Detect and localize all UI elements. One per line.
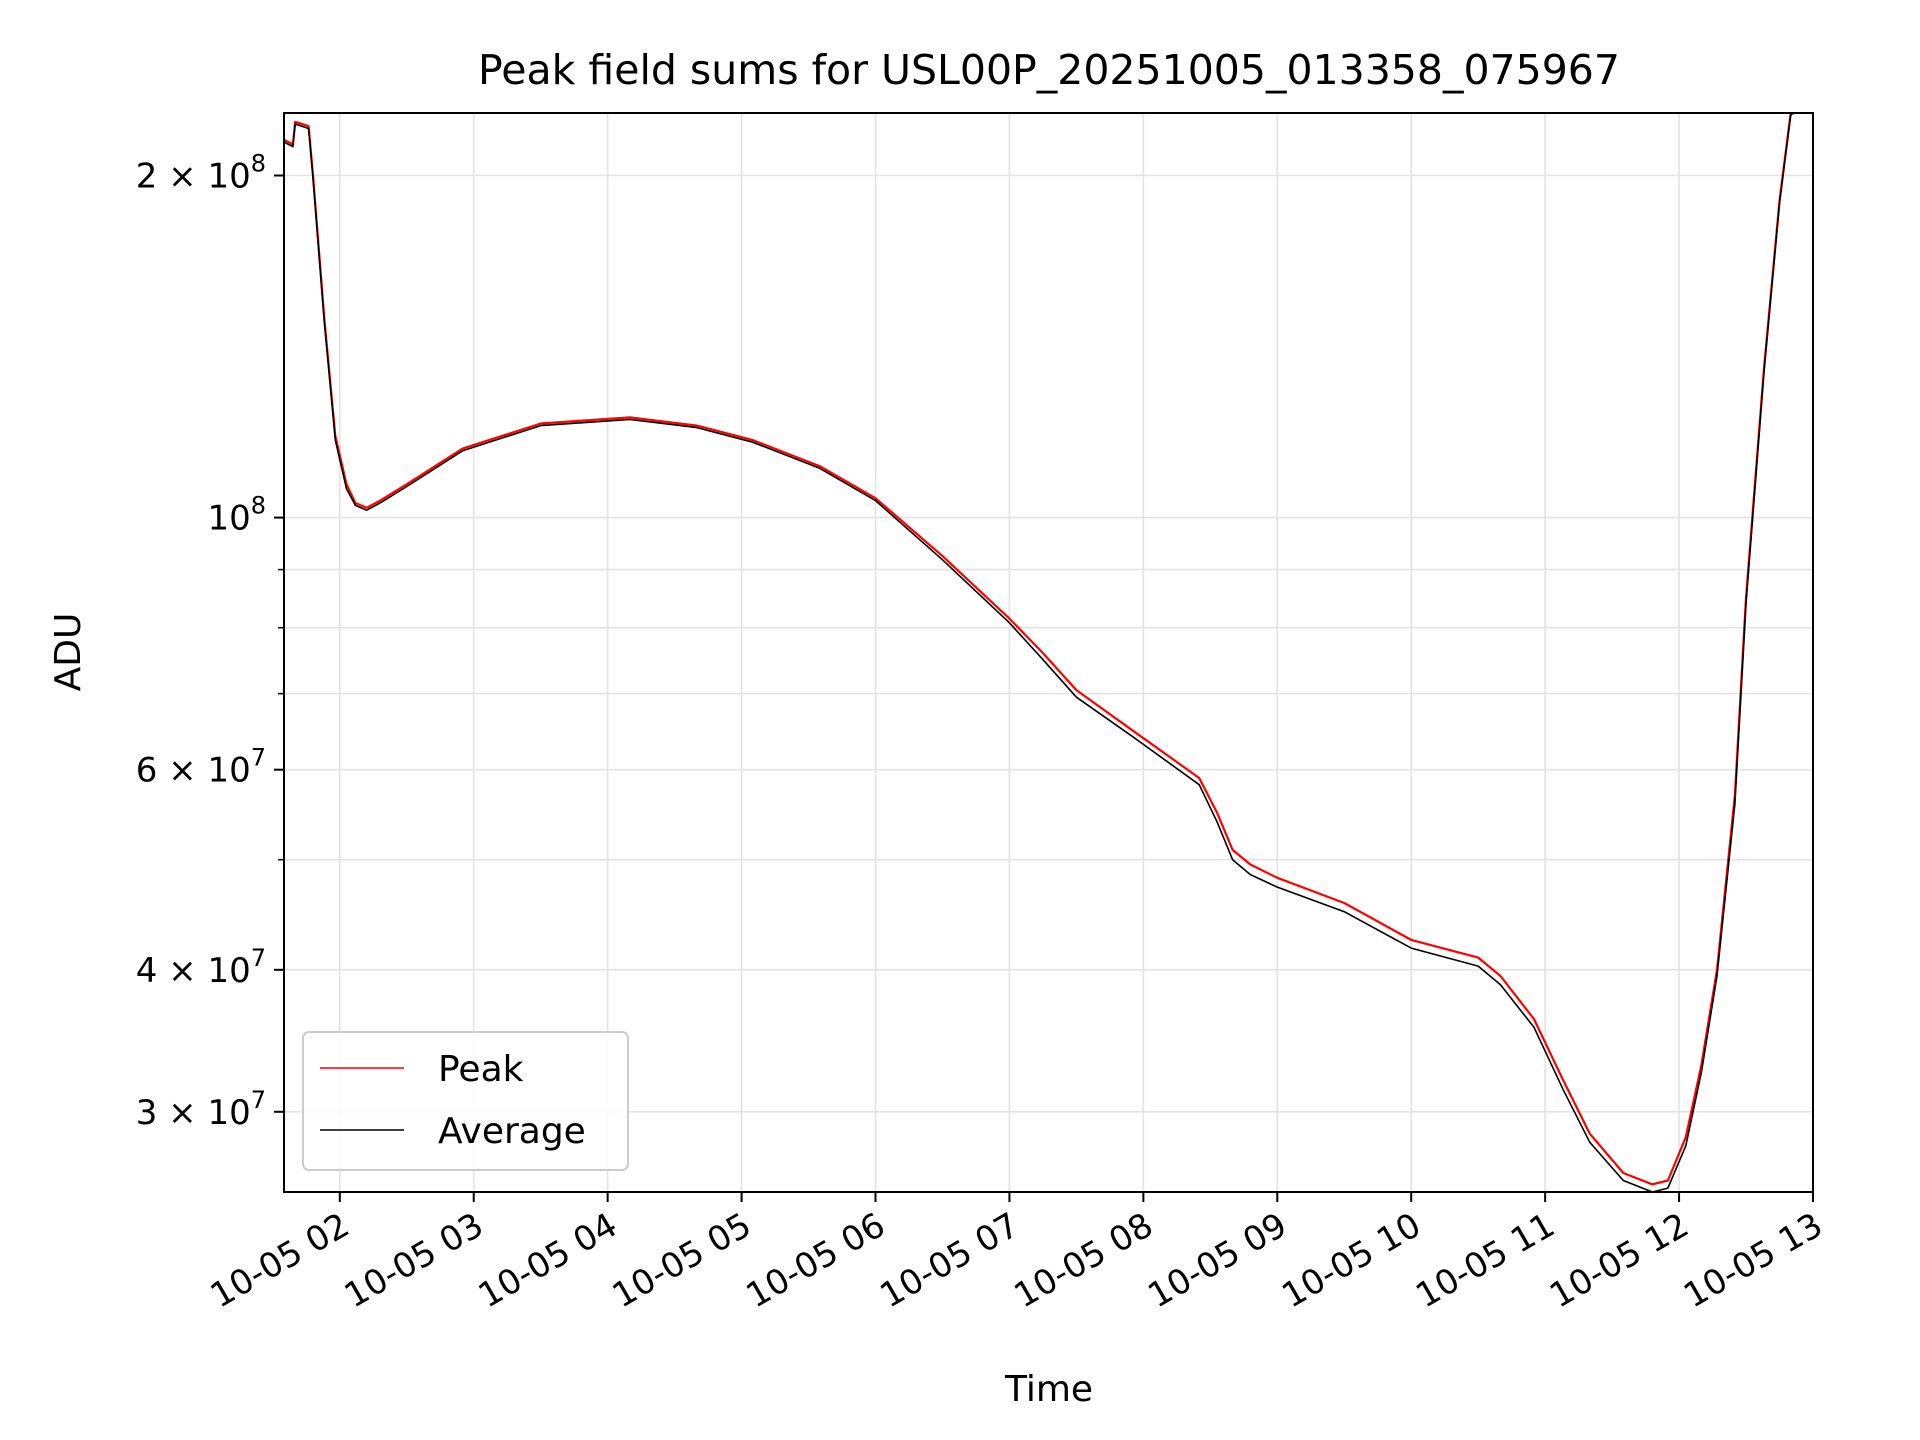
x-tick-label: 10-05 11 (1409, 1205, 1561, 1316)
legend-box (302, 1031, 629, 1171)
grid (284, 113, 1814, 1192)
legend: Peak Average (302, 1031, 629, 1171)
x-tick-label: 10-05 03 (338, 1205, 490, 1316)
series-line-average (284, 113, 1795, 1192)
x-tick-label: 10-05 08 (1007, 1205, 1159, 1316)
y-axis-label: ADU (48, 613, 89, 692)
x-tick-label: 10-05 02 (204, 1205, 356, 1316)
x-tick-label: 10-05 05 (606, 1205, 758, 1316)
x-axis-label: Time (1004, 1369, 1093, 1410)
x-tick-label: 10-05 09 (1141, 1205, 1293, 1316)
legend-label-average: Average (438, 1111, 586, 1152)
y-axis: 2 × 108 108 6 × 107 4 × 107 3 × 107 (136, 149, 284, 1133)
x-tick-label: 10-05 10 (1275, 1205, 1427, 1316)
series-layer (284, 113, 1795, 1192)
x-tick-label: 10-05 06 (740, 1205, 892, 1316)
x-tick-label: 10-05 04 (472, 1205, 624, 1316)
x-tick-label: 10-05 12 (1543, 1205, 1695, 1316)
y-tick-label: 3 × 107 (136, 1086, 266, 1133)
y-tick-label: 6 × 107 (136, 744, 266, 791)
y-tick-label: 2 × 108 (136, 149, 266, 196)
y-tick-label: 108 (207, 492, 266, 539)
x-tick-label: 10-05 13 (1677, 1205, 1829, 1316)
legend-label-peak: Peak (438, 1049, 524, 1090)
chart-title: Peak field sums for USL00P_20251005_0133… (478, 46, 1620, 94)
y-tick-label: 4 × 107 (136, 944, 266, 991)
plot-frame (283, 112, 1814, 1193)
series-line-peak (284, 113, 1793, 1186)
x-tick-label: 10-05 07 (874, 1205, 1026, 1316)
